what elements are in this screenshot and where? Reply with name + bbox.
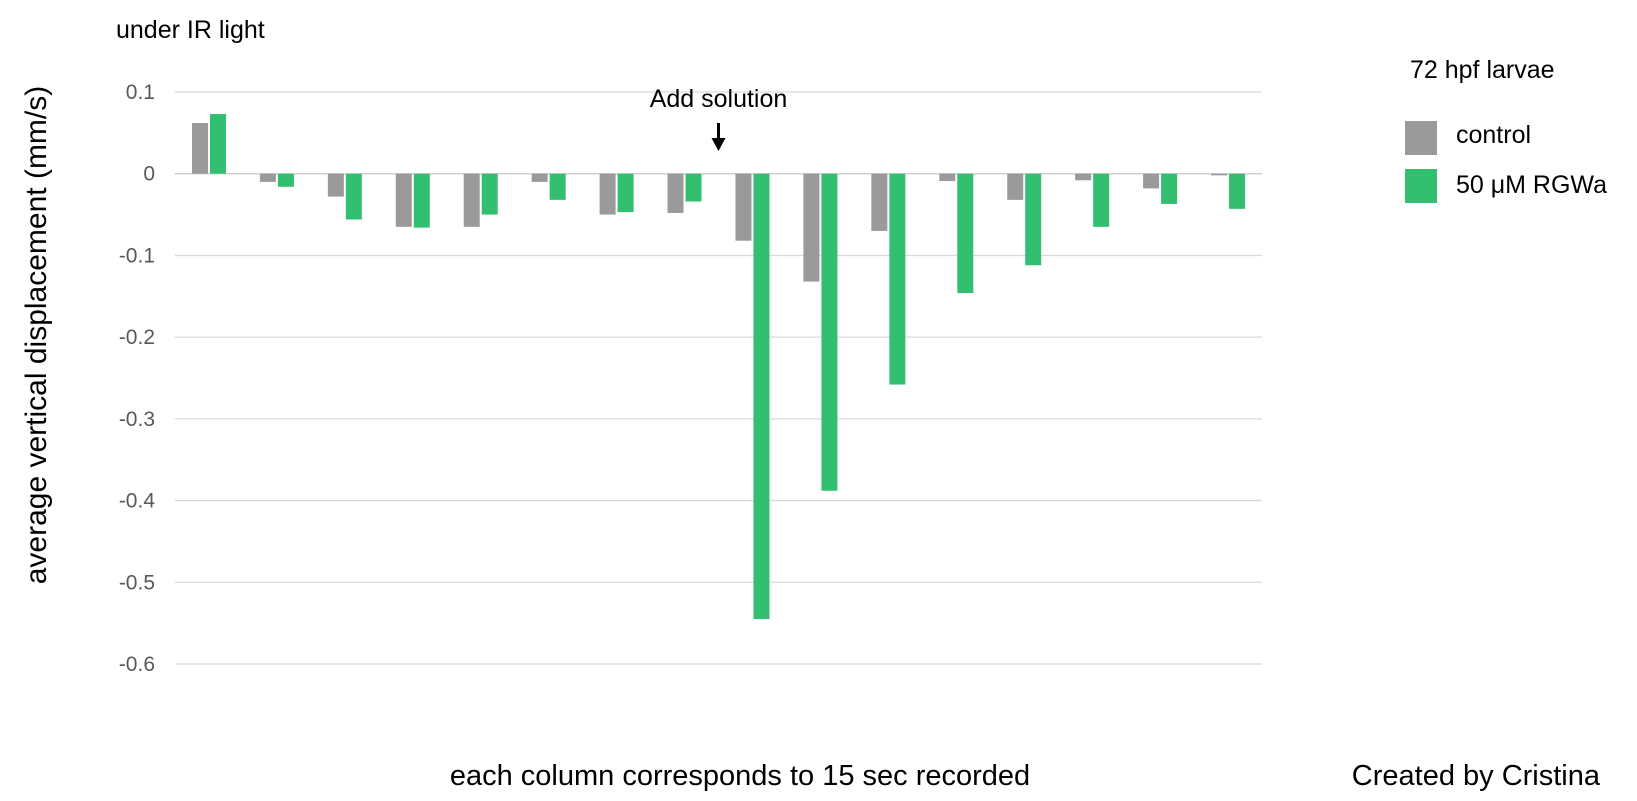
bar-rgwa-15	[1161, 173, 1178, 204]
y-tick-label: -0.4	[119, 490, 156, 513]
y-tick-label: -0.2	[119, 326, 155, 349]
bar-control-9	[735, 173, 752, 241]
bar-control-4	[395, 173, 412, 227]
bar-control-1	[191, 123, 208, 174]
bar-rgwa-9	[753, 173, 770, 620]
bar-rgwa-10	[821, 173, 838, 491]
bar-control-8	[667, 173, 684, 213]
legend-label-rgwa: 50 μM RGWa	[1456, 171, 1607, 199]
bar-control-2	[259, 173, 276, 182]
legend-swatch-rgwa	[1405, 169, 1437, 203]
bar-control-10	[803, 173, 820, 282]
bar-rgwa-13	[1025, 173, 1042, 266]
bars	[191, 114, 1246, 620]
annotation-arrow-head	[711, 138, 726, 151]
y-tick-label: -0.5	[119, 571, 155, 594]
legend: 72 hpf larvae control 50 μM RGWa	[1405, 56, 1607, 203]
bar-rgwa-11	[889, 173, 906, 385]
bar-control-3	[327, 173, 344, 197]
bar-rgwa-2	[277, 173, 294, 187]
bar-control-11	[871, 173, 888, 231]
y-axis-label: average vertical displacement (mm/s)	[20, 86, 53, 585]
bar-control-14	[1075, 173, 1092, 181]
bar-rgwa-16	[1229, 173, 1246, 209]
bar-rgwa-1	[209, 114, 226, 174]
bar-rgwa-8	[685, 173, 702, 202]
bar-control-13	[1007, 173, 1024, 200]
credit-text: Created by Cristina	[1352, 760, 1601, 792]
bar-rgwa-6	[549, 173, 566, 200]
y-tick-label: 0	[143, 163, 155, 186]
bar-rgwa-14	[1093, 173, 1110, 227]
legend-label-control: control	[1456, 121, 1531, 149]
bar-control-7	[599, 173, 616, 215]
x-axis-label: each column corresponds to 15 sec record…	[450, 760, 1030, 792]
chart-subtitle: under IR light	[116, 16, 265, 44]
y-axis-ticks: 0.1 0 -0.1 -0.2 -0.3 -0.4 -0.5 -0.6	[119, 81, 156, 676]
bar-control-5	[463, 173, 480, 227]
annotation-text: Add solution	[650, 85, 788, 113]
bar-rgwa-5	[481, 173, 498, 215]
y-tick-label: -0.1	[119, 244, 155, 267]
bar-control-6	[531, 173, 548, 182]
y-tick-label: -0.3	[119, 408, 155, 431]
legend-title: 72 hpf larvae	[1410, 56, 1555, 84]
bar-control-16	[1211, 173, 1228, 176]
annotation: Add solution	[650, 85, 788, 151]
bar-control-15	[1143, 173, 1160, 189]
bar-rgwa-4	[413, 173, 430, 228]
y-tick-label: -0.6	[119, 653, 155, 676]
bar-rgwa-3	[345, 173, 362, 220]
y-tick-label: 0.1	[126, 81, 155, 104]
legend-swatch-control	[1405, 121, 1437, 155]
bar-rgwa-12	[957, 173, 974, 294]
bar-control-12	[939, 173, 956, 182]
bar-rgwa-7	[617, 173, 634, 213]
